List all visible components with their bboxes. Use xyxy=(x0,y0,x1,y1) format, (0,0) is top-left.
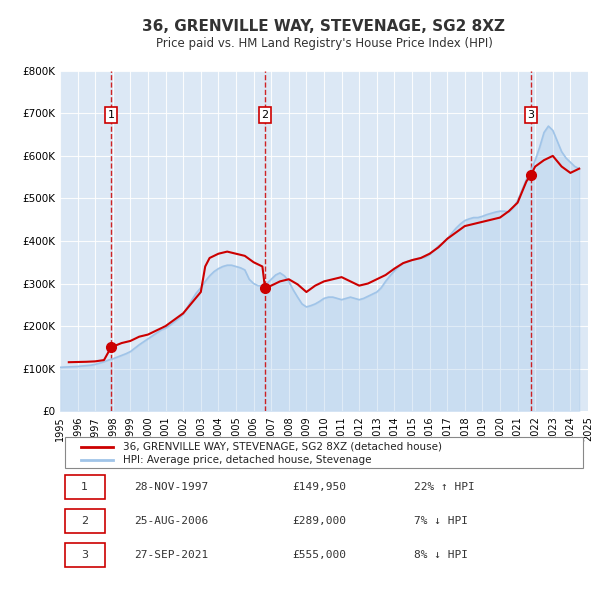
Text: 28-NOV-1997: 28-NOV-1997 xyxy=(134,482,208,492)
Text: HPI: Average price, detached house, Stevenage: HPI: Average price, detached house, Stev… xyxy=(124,455,372,465)
Text: 1: 1 xyxy=(82,482,88,492)
Text: 8% ↓ HPI: 8% ↓ HPI xyxy=(414,550,468,560)
Text: £289,000: £289,000 xyxy=(292,516,346,526)
Text: 36, GRENVILLE WAY, STEVENAGE, SG2 8XZ (detached house): 36, GRENVILLE WAY, STEVENAGE, SG2 8XZ (d… xyxy=(124,442,442,452)
FancyBboxPatch shape xyxy=(65,474,105,499)
Text: 22% ↑ HPI: 22% ↑ HPI xyxy=(414,482,475,492)
Text: 36, GRENVILLE WAY, STEVENAGE, SG2 8XZ: 36, GRENVILLE WAY, STEVENAGE, SG2 8XZ xyxy=(143,19,505,34)
Text: 25-AUG-2006: 25-AUG-2006 xyxy=(134,516,208,526)
Text: 3: 3 xyxy=(527,110,535,120)
Text: £555,000: £555,000 xyxy=(292,550,346,560)
Text: 2: 2 xyxy=(262,110,269,120)
FancyBboxPatch shape xyxy=(65,437,583,468)
Text: 2: 2 xyxy=(81,516,88,526)
Text: £149,950: £149,950 xyxy=(292,482,346,492)
FancyBboxPatch shape xyxy=(65,509,105,533)
Text: 3: 3 xyxy=(82,550,88,560)
Text: Price paid vs. HM Land Registry's House Price Index (HPI): Price paid vs. HM Land Registry's House … xyxy=(155,37,493,50)
Text: 27-SEP-2021: 27-SEP-2021 xyxy=(134,550,208,560)
FancyBboxPatch shape xyxy=(65,543,105,568)
Text: 1: 1 xyxy=(107,110,115,120)
Text: 7% ↓ HPI: 7% ↓ HPI xyxy=(414,516,468,526)
